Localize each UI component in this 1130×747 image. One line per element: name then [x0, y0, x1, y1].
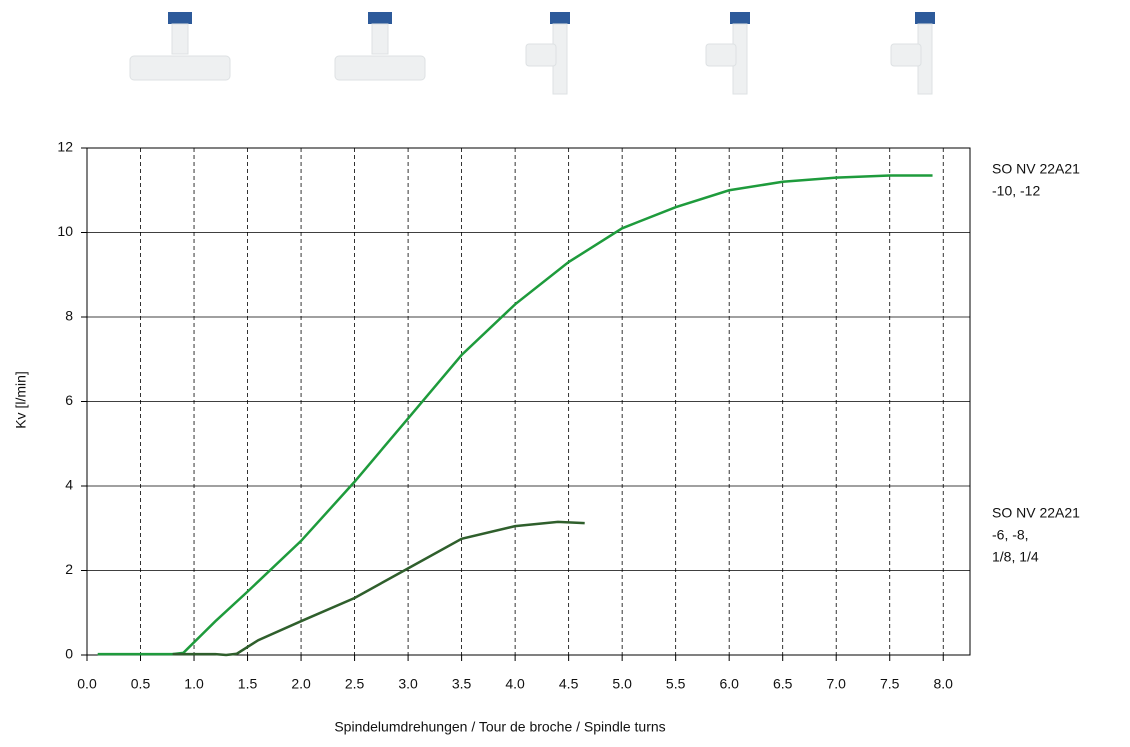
x-tick-label: 0.5 — [131, 676, 151, 692]
y-tick-label: 8 — [65, 308, 73, 324]
x-tick-label: 1.5 — [238, 676, 258, 692]
x-tick-label: 6.0 — [719, 676, 739, 692]
y-axis-label: Kv [l/min] — [13, 371, 29, 429]
y-tick-label: 12 — [57, 139, 73, 155]
series-label: SO NV 22A21 — [992, 161, 1080, 177]
series-label: -10, -12 — [992, 183, 1040, 199]
x-tick-label: 5.0 — [612, 676, 632, 692]
x-tick-label: 1.0 — [184, 676, 204, 692]
y-tick-label: 10 — [57, 223, 73, 239]
x-tick-label: 0.0 — [77, 676, 97, 692]
line — [172, 520, 585, 657]
plot-frame — [86, 147, 971, 656]
x-tick-label: 3.0 — [398, 676, 418, 692]
y-tick-label: 0 — [65, 646, 73, 662]
x-tick-label: 5.5 — [666, 676, 686, 692]
x-axis-label: Spindelumdrehungen / Tour de broche / Sp… — [334, 719, 665, 735]
series-label: -6, -8, — [992, 527, 1029, 543]
x-tick-label: 4.0 — [505, 676, 525, 692]
x-tick-label: 7.5 — [880, 676, 900, 692]
x-tick-label: 7.0 — [826, 676, 846, 692]
line — [97, 174, 933, 656]
x-tick-label: 3.5 — [452, 676, 472, 692]
y-tick-label: 6 — [65, 392, 73, 408]
valve-images — [129, 12, 935, 95]
x-tick-label: 6.5 — [773, 676, 793, 692]
x-tick-label: 4.5 — [559, 676, 579, 692]
series-label: 1/8, 1/4 — [992, 549, 1039, 565]
y-tick-label: 4 — [65, 477, 73, 493]
y-tick-label: 2 — [65, 561, 73, 577]
x-tick-label: 2.5 — [345, 676, 365, 692]
x-tick-label: 8.0 — [934, 676, 954, 692]
series-label: SO NV 22A21 — [992, 505, 1080, 521]
x-tick-label: 2.0 — [291, 676, 311, 692]
